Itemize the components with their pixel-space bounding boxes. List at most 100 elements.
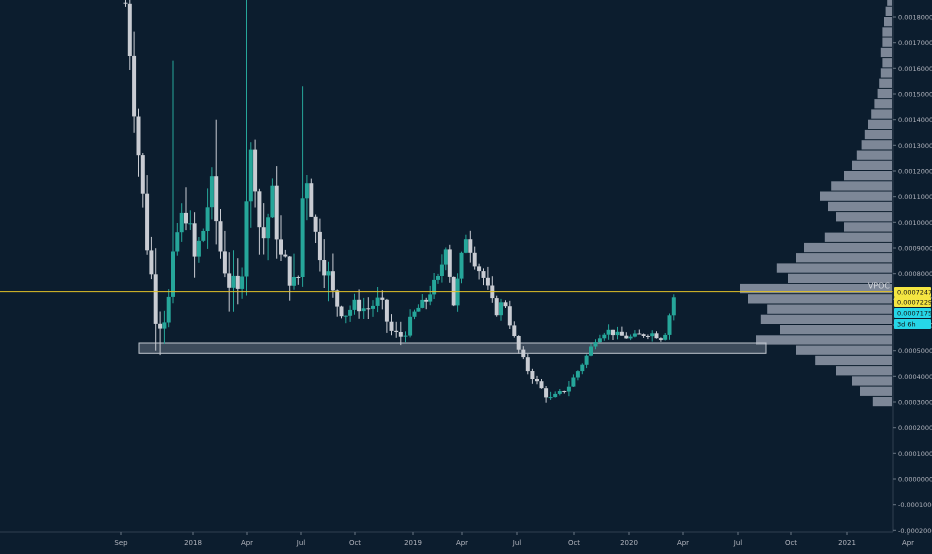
candle: [179, 203, 184, 242]
volume-profile-bar: [856, 150, 892, 160]
candle: [196, 237, 201, 263]
candle: [447, 244, 452, 283]
candle: [658, 337, 663, 342]
candle: [428, 285, 433, 306]
candle: [322, 239, 327, 288]
candle: [257, 188, 262, 255]
candle: [209, 167, 214, 220]
candle: [597, 334, 602, 343]
time-axis[interactable]: Sep 2018 Apr Jul Oct 2019 Apr Jul Oct 2020 Apr Jul O…: [0, 531, 914, 547]
price-tick-label: -0.0001000: [898, 501, 932, 509]
candle: [654, 331, 659, 339]
time-tick-label: Apr: [677, 539, 689, 547]
volume-profile-bar: [740, 283, 892, 294]
time-tick-label: 2018: [184, 539, 202, 547]
candle: [205, 188, 210, 249]
price-tag: 0.0007247: [894, 287, 932, 297]
candle: [149, 236, 154, 280]
volume-profile-bar: [836, 212, 892, 222]
time-tick-label: Apr: [456, 539, 468, 547]
volume-profile-bar: [820, 191, 892, 201]
volume-profile-bar: [882, 58, 892, 68]
candle: [530, 368, 535, 384]
candle: [292, 253, 296, 290]
candle: [485, 266, 490, 290]
candle: [145, 175, 150, 255]
price-tick-label: 0.0000000: [898, 476, 932, 484]
candle: [439, 254, 444, 283]
volume-profile-bar: [864, 129, 892, 140]
price-tick-label: 0.0005000: [898, 347, 932, 355]
volume-profile-bar: [776, 263, 892, 273]
candle: [535, 375, 539, 385]
candle: [650, 330, 655, 342]
price-tag: 0.0007175: [894, 308, 932, 318]
candle: [671, 294, 676, 321]
candle: [663, 333, 668, 341]
price-tick-label: 0.0002000: [898, 424, 932, 432]
price-tick-label: 0.0008000: [898, 270, 932, 278]
price-tag-label: 0.0007175: [897, 310, 932, 318]
volume-profile-bar: [831, 181, 892, 191]
candle: [562, 390, 567, 394]
candle: [481, 268, 486, 286]
candle: [641, 333, 646, 338]
candle: [304, 175, 309, 221]
volume-profile-bar: [877, 88, 892, 99]
candle: [575, 370, 580, 381]
candle: [339, 305, 344, 319]
time-tick-label: Oct: [785, 539, 797, 547]
candle: [645, 334, 650, 340]
volume-profile-bar: [828, 201, 892, 212]
price-tick-label: 0.0003000: [898, 399, 932, 407]
candle: [192, 212, 197, 278]
price-tag: 3d 6h: [894, 319, 931, 329]
candle: [394, 321, 399, 338]
volume-profile-bar: [824, 232, 892, 242]
volume-profile-bar: [836, 366, 892, 376]
candle: [153, 248, 158, 351]
candle: [606, 324, 611, 340]
volume-profile: [740, 0, 892, 407]
volume-profile-bar: [844, 222, 892, 232]
candle: [553, 391, 558, 398]
candle: [593, 339, 598, 350]
volume-profile-bar: [748, 294, 892, 304]
candle: [468, 230, 473, 263]
volume-profile-bar: [844, 171, 892, 181]
support-zone[interactable]: [138, 342, 767, 354]
candle: [231, 250, 236, 312]
candle: [436, 273, 440, 284]
candle: [521, 346, 526, 360]
volume-profile-bar: [884, 17, 892, 27]
price-tick-label: 0.0017000: [898, 39, 932, 47]
candle: [615, 326, 620, 340]
candle: [162, 310, 167, 344]
price-tag-label: 0.0007229: [897, 299, 932, 307]
candle: [525, 353, 530, 375]
candle: [557, 389, 562, 396]
volume-profile-bar: [804, 242, 892, 253]
candle: [420, 294, 425, 309]
candle: [516, 335, 521, 354]
candle: [389, 314, 394, 336]
candle: [408, 309, 413, 338]
time-tick-label: Jul: [512, 539, 522, 547]
volume-profile-bar: [882, 37, 892, 47]
volume-profile-bar: [796, 253, 892, 263]
candle: [343, 315, 348, 324]
candle: [463, 234, 468, 254]
volume-profile-bar: [815, 355, 892, 366]
candle: [227, 252, 232, 312]
candle: [398, 321, 403, 346]
candle: [235, 258, 240, 305]
time-tick-label: Jul: [733, 539, 743, 547]
candle: [253, 139, 258, 208]
price-tick-label: 0.0010000: [898, 219, 932, 227]
candle: [548, 391, 553, 400]
candle: [380, 290, 385, 310]
support-zone-layer: [138, 342, 767, 354]
candle: [309, 178, 314, 217]
